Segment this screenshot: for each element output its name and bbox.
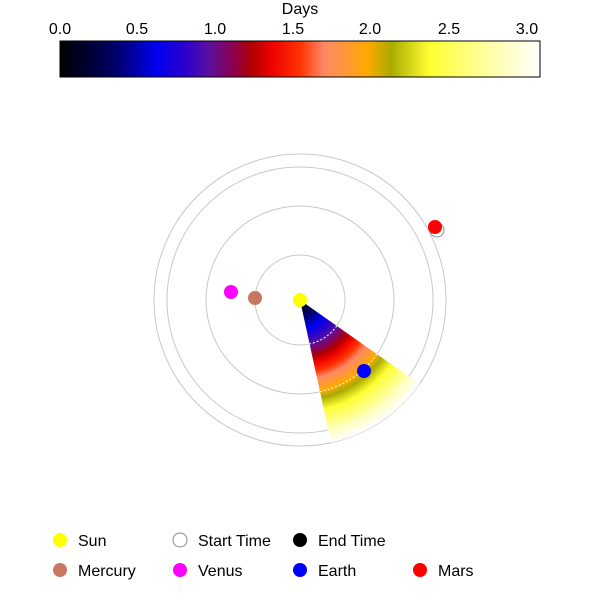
colorbar-tick-label: 1.0 xyxy=(204,21,226,38)
legend-label: Start Time xyxy=(198,533,271,550)
wedge-arc-mercury xyxy=(309,325,338,345)
colorbar-tick-label: 2.5 xyxy=(438,21,460,38)
legend-label: Venus xyxy=(198,563,242,580)
legend-swatch xyxy=(53,533,67,547)
earth-marker xyxy=(357,364,371,378)
legend-item-venus: Venus xyxy=(173,563,242,580)
legend-label: Mercury xyxy=(78,563,136,580)
legend-swatch xyxy=(53,563,67,577)
venus-marker xyxy=(224,285,238,299)
legend-item-sun: Sun xyxy=(53,533,106,550)
mercury-marker xyxy=(248,291,262,305)
legend-item-mars: Mars xyxy=(413,563,474,580)
legend-label: Mars xyxy=(438,563,474,580)
time-wedge-arcs xyxy=(309,325,410,431)
legend-swatch xyxy=(413,563,427,577)
colorbar: Days 0.0 0.5 1.0 1.5 2.0 2.5 3.0 xyxy=(49,1,541,78)
orbits xyxy=(153,153,447,447)
legend-swatch xyxy=(293,533,307,547)
legend-label: Sun xyxy=(78,533,106,550)
colorbar-tick-label: 0.5 xyxy=(126,21,148,38)
legend-label: End Time xyxy=(318,533,386,550)
legend: Sun Start Time End Time Mercury Venus Ea… xyxy=(53,532,474,580)
colorbar-tick-label: 1.5 xyxy=(282,21,304,38)
colorbar-gradient xyxy=(59,40,541,78)
sun-marker xyxy=(293,293,307,307)
wedge-arc-earth xyxy=(328,376,410,431)
colorbar-tick-label: 0.0 xyxy=(49,21,71,38)
legend-swatch xyxy=(172,532,188,548)
mars-marker xyxy=(428,220,442,234)
legend-label: Earth xyxy=(318,563,356,580)
colorbar-title: Days xyxy=(282,1,318,18)
planets xyxy=(224,220,445,378)
legend-item-earth: Earth xyxy=(293,563,356,580)
orbit-outer xyxy=(153,153,447,447)
legend-swatch xyxy=(293,563,307,577)
colorbar-tick-label: 3.0 xyxy=(516,21,538,38)
legend-item-end-time: End Time xyxy=(293,533,386,550)
colorbar-ticks: 0.0 0.5 1.0 1.5 2.0 2.5 3.0 xyxy=(49,21,538,38)
orbit-earth xyxy=(166,166,434,434)
legend-swatch xyxy=(173,563,187,577)
legend-item-mercury: Mercury xyxy=(53,563,136,580)
colorbar-tick-label: 2.0 xyxy=(359,21,381,38)
orbit-venus xyxy=(205,205,395,395)
legend-item-start-time: Start Time xyxy=(172,532,271,550)
